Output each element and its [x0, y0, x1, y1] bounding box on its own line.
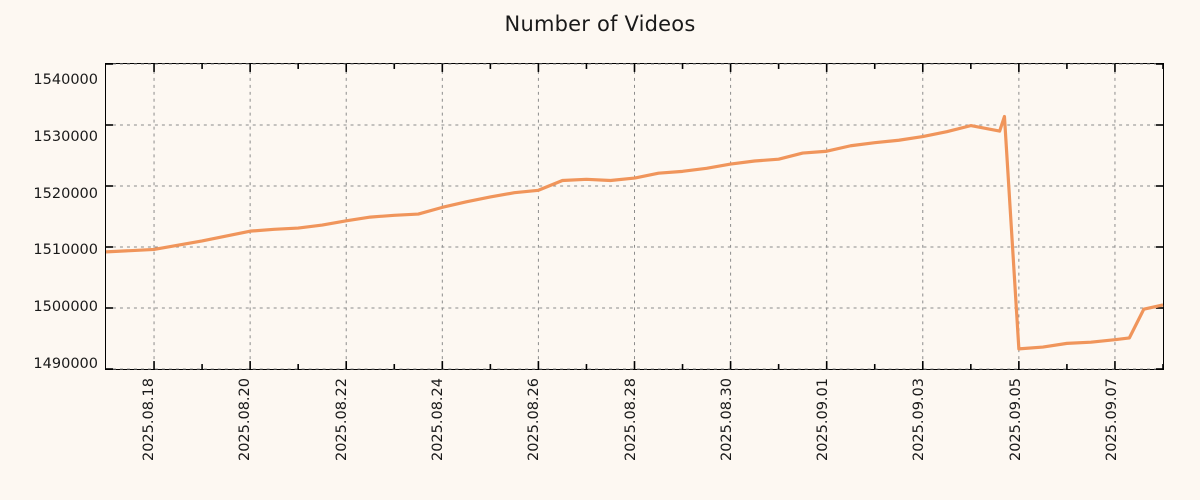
y-tick-label: 1540000: [33, 72, 98, 88]
x-tick-label: 2025.08.26: [526, 378, 543, 462]
x-tick-label: 2025.08.24: [429, 378, 446, 462]
data-series-line: [105, 114, 1164, 351]
y-tick-label: 1510000: [33, 242, 98, 259]
x-tick-label: 2025.08.28: [622, 378, 639, 462]
x-tick-label: 2025.08.20: [237, 378, 254, 462]
vertical-gridlines: [153, 64, 1116, 369]
x-tick-label: 2025.09.07: [1104, 378, 1120, 462]
plot-area: [105, 63, 1164, 370]
y-tick-label: 1490000: [33, 356, 98, 372]
y-tick-label: 1500000: [33, 299, 98, 316]
x-tick-label: 2025.08.18: [141, 378, 157, 462]
x-tick-label: 2025.08.22: [333, 378, 350, 462]
y-tick-label: 1520000: [33, 185, 98, 202]
y-tick-label: 1530000: [33, 128, 98, 145]
x-tick-label: 2025.09.05: [1007, 378, 1024, 462]
plot-svg: [105, 63, 1164, 370]
x-tick-label: 2025.09.01: [815, 378, 832, 462]
x-tick-label: 2025.08.30: [718, 378, 735, 462]
x-axis-ticks: [153, 64, 1164, 369]
chart-title: Number of Videos: [504, 12, 696, 36]
horizontal-gridlines: [106, 63, 1163, 370]
x-tick-label: 2025.09.03: [911, 378, 928, 462]
